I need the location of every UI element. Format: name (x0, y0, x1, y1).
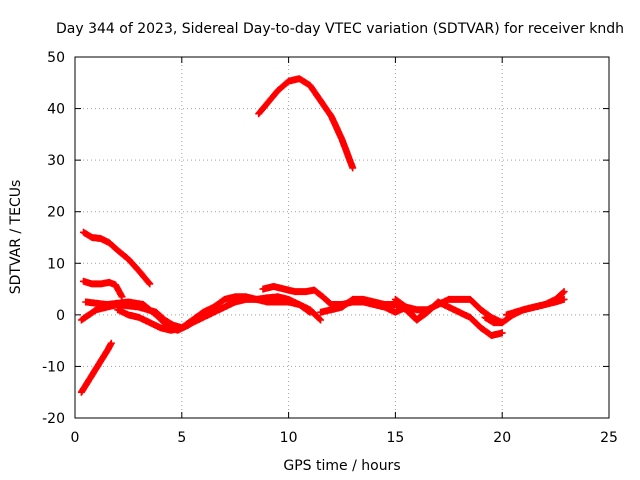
y-tick-label: 30 (47, 153, 65, 169)
chart-title: Day 344 of 2023, Sidereal Day-to-day VTE… (56, 21, 624, 37)
y-tick-label: 50 (47, 50, 65, 66)
x-tick-label: 20 (493, 430, 511, 446)
series-band-mid-c (391, 295, 506, 339)
point-markers (114, 303, 218, 334)
point-markers (80, 277, 126, 301)
y-tick-label: 0 (56, 308, 65, 324)
y-tick-label: 10 (47, 256, 65, 272)
series-band-rising-end-2 (503, 295, 568, 319)
y-axis-label: SDTVAR / TECUs (8, 180, 24, 295)
series-band-lower-c (114, 303, 218, 334)
data-points (77, 75, 568, 396)
series-arc-flat-6 (80, 277, 126, 301)
x-tick-label: 25 (600, 430, 618, 446)
axis-ticks: 0 5 10 15 20 25 -20 -10 0 10 20 30 40 50 (42, 50, 618, 446)
y-tick-label: -20 (42, 411, 65, 427)
point-markers (80, 228, 154, 288)
x-axis-label: GPS time / hours (283, 458, 400, 474)
x-tick-label: 5 (177, 430, 186, 446)
series-arc-decreasing-16 (80, 228, 154, 288)
y-tick-label: 20 (47, 205, 65, 221)
x-tick-label: 0 (71, 430, 80, 446)
x-tick-label: 10 (280, 430, 298, 446)
point-markers (255, 75, 357, 172)
point-markers (391, 295, 506, 339)
point-markers (77, 339, 115, 396)
y-tick-label: -10 (42, 359, 65, 375)
point-markers (503, 295, 568, 319)
series-arc-rising-negative (77, 339, 115, 396)
plot-frame (74, 56, 610, 419)
series-arc-high-peak (255, 75, 357, 172)
grid-lines (75, 57, 609, 418)
x-tick-label: 15 (386, 430, 404, 446)
y-tick-label: 40 (47, 102, 65, 118)
